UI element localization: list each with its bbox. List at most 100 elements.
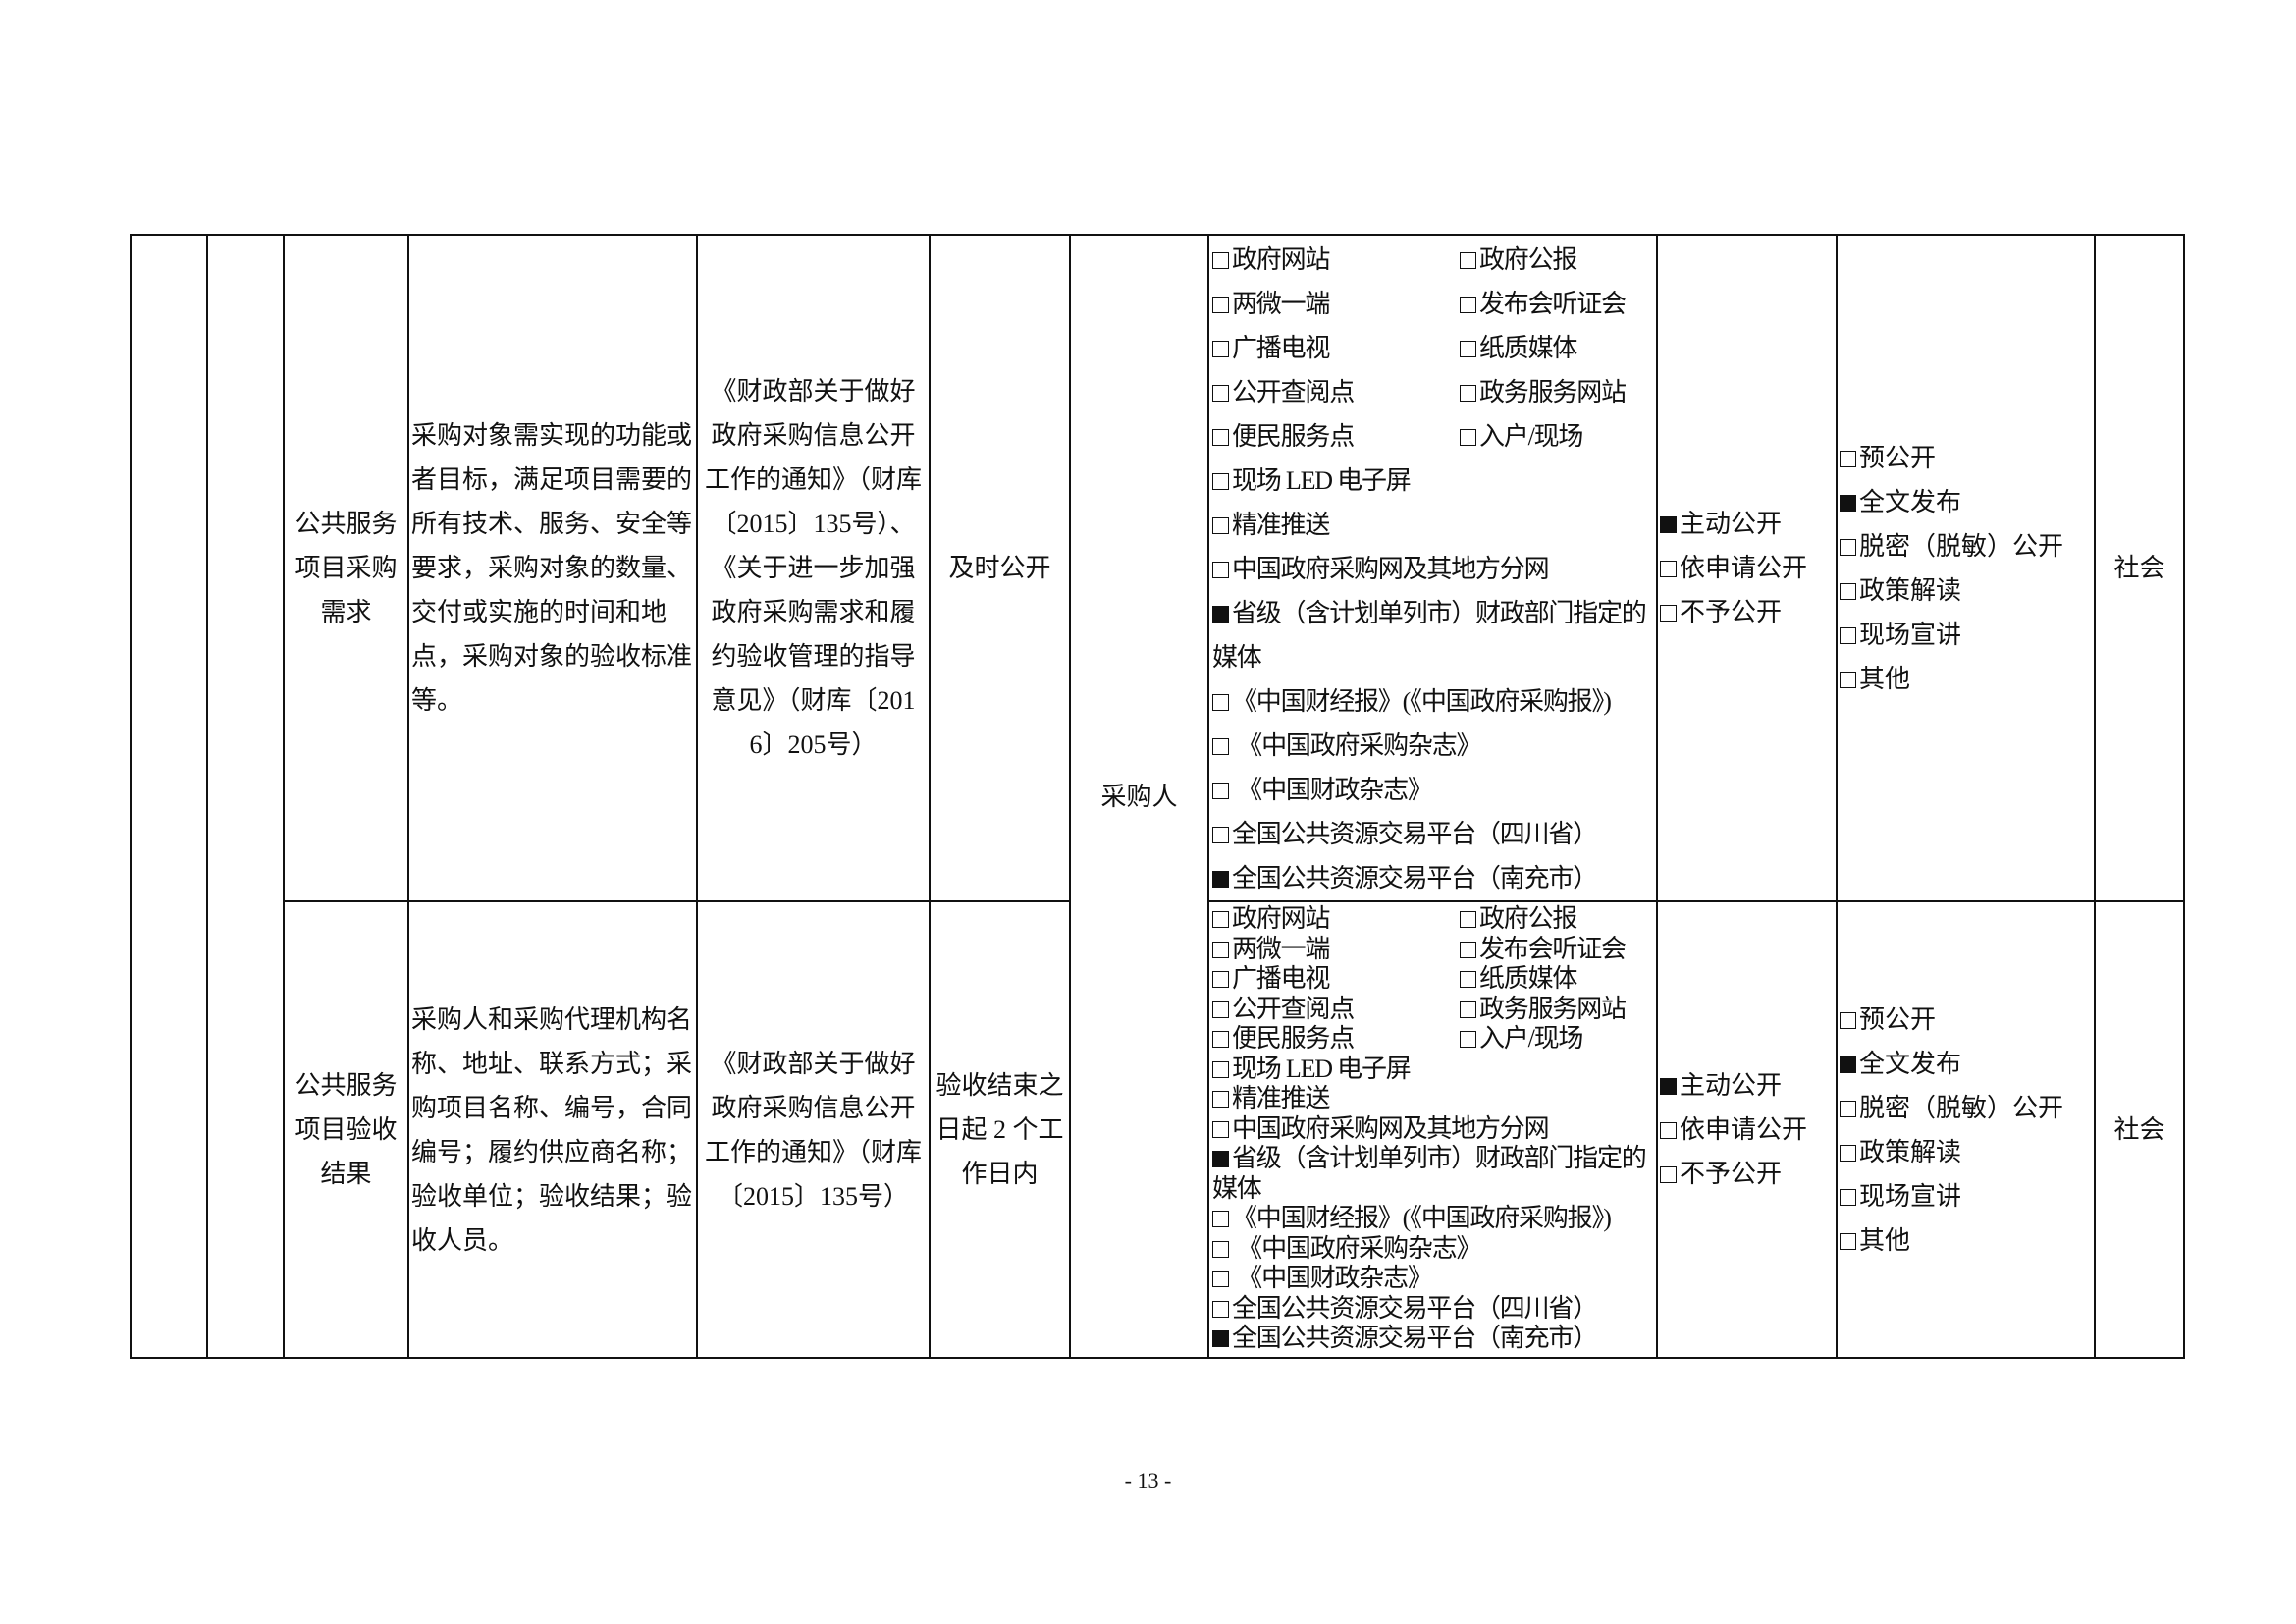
unchecked-box-icon xyxy=(1460,385,1476,402)
option-label: 预公开 xyxy=(1859,443,1937,472)
option-label: 《中国财政杂志》 xyxy=(1232,1264,1433,1292)
basis-cell: 《财政部关于做好政府采购信息公开工作的通知》（财库〔2015〕135号） xyxy=(696,900,931,1359)
unchecked-box-icon xyxy=(1212,473,1229,490)
checkbox-option: 依申请公开 xyxy=(1660,546,1834,590)
unchecked-box-icon xyxy=(1460,297,1476,313)
option-label: 纸质媒体 xyxy=(1479,334,1577,362)
checkbox-option: 全国公共资源交易平台（四川省） xyxy=(1212,1294,1654,1325)
checkbox-option: 省级（含计划单列市）财政部门指定的媒体 xyxy=(1212,1144,1654,1204)
media-cell: 政府网站 政府公报 两微一端 发布会听证会 广播电视 纸质媒体 公开查阅点 政务服务网站 便民服… xyxy=(1207,900,1658,1359)
option-label: 政务服务网站 xyxy=(1479,994,1627,1023)
checkbox-option: 中国政府采购网及其地方分网 xyxy=(1212,1114,1654,1145)
checkbox-option: 广播电视 xyxy=(1212,326,1460,370)
checkbox-option: 脱密（脱敏）公开 xyxy=(1840,524,2092,568)
table-row: 公共服务项目验收结果 采购人和采购代理机构名称、地址、联系方式；采购项目名称、编… xyxy=(131,900,2185,1359)
unchecked-box-icon xyxy=(1212,297,1229,313)
unchecked-box-icon xyxy=(1460,1001,1476,1018)
unchecked-box-icon xyxy=(1212,1300,1229,1318)
time-limit-cell: 验收结束之日起 2 个工作日内 xyxy=(929,900,1071,1359)
option-label: 其他 xyxy=(1859,1225,1911,1255)
unchecked-box-icon xyxy=(1212,738,1229,755)
checkbox-option: 入户/现场 xyxy=(1460,1024,1654,1055)
checkbox-option: 两微一端 xyxy=(1212,282,1460,326)
option-label: 省级（含计划单列市）财政部门指定的媒体 xyxy=(1212,599,1647,672)
unchecked-box-icon xyxy=(1212,971,1229,988)
scope-cell: 社会 xyxy=(2094,234,2185,902)
checkbox-option: 全国公共资源交易平台（南充市） xyxy=(1212,856,1654,899)
checkbox-option: 预公开 xyxy=(1840,436,2092,480)
checkbox-option: 政府网站 xyxy=(1212,238,1460,282)
checkbox-option: 现场宣讲 xyxy=(1840,1174,2092,1218)
option-label: 脱密（脱敏）公开 xyxy=(1859,531,2064,561)
checkbox-option: 省级（含计划单列市）财政部门指定的媒体 xyxy=(1212,591,1654,679)
unchecked-box-icon xyxy=(1840,1144,1856,1162)
checkbox-option: 主动公开 xyxy=(1660,502,1834,546)
checkbox-option: 两微一端 xyxy=(1212,935,1460,965)
checkbox-option: 纸质媒体 xyxy=(1460,326,1654,370)
unchecked-box-icon xyxy=(1212,517,1229,534)
unchecked-box-icon xyxy=(1460,971,1476,988)
checkbox-option: 中国政府采购网及其地方分网 xyxy=(1212,547,1654,591)
media-list: 现场 LED 电子屏 精准推送中国政府采购网及其地方分网省级（含计划单列市）财政部… xyxy=(1212,459,1654,899)
checked-box-icon xyxy=(1840,1056,1856,1073)
checkbox-option: 入户/现场 xyxy=(1460,414,1654,459)
option-label: 政府公报 xyxy=(1479,904,1577,933)
option-label: 公开查阅点 xyxy=(1232,378,1355,406)
checked-box-icon xyxy=(1660,1078,1677,1095)
option-label: 发布会听证会 xyxy=(1479,290,1627,318)
unchecked-box-icon xyxy=(1212,1271,1229,1287)
option-label: 公开查阅点 xyxy=(1232,994,1355,1023)
option-label: 入户/现场 xyxy=(1479,422,1583,451)
unchecked-box-icon xyxy=(1212,941,1229,958)
option-label: 《中国财政杂志》 xyxy=(1232,776,1433,804)
unchecked-box-icon xyxy=(1660,605,1677,622)
mode-cell: 主动公开 依申请公开 不予公开 xyxy=(1656,234,1838,902)
page-number: - 13 - xyxy=(1124,1468,1172,1492)
option-label: 政策解读 xyxy=(1859,575,1962,605)
checkbox-option: 其他 xyxy=(1840,657,2092,701)
form-cell: 预公开 全文发布 脱密（脱敏）公开 政策解读 现场宣讲 其他 xyxy=(1836,900,2096,1359)
checked-box-icon xyxy=(1660,516,1677,533)
unchecked-box-icon xyxy=(1212,252,1229,269)
option-label: 现场 LED 电子屏 xyxy=(1232,1054,1412,1083)
option-label: 全国公共资源交易平台（四川省） xyxy=(1232,1293,1598,1323)
option-label: 精准推送 xyxy=(1232,511,1330,539)
checkbox-option: 《中国政府采购杂志》 xyxy=(1212,724,1654,768)
content-cell: 采购对象需实现的功能或者目标，满足项目需要的所有技术、服务、安全等要求，采购对象… xyxy=(407,234,698,902)
checkbox-option: 《中国政府采购杂志》 xyxy=(1212,1234,1654,1265)
option-label: 政策解读 xyxy=(1859,1137,1962,1166)
unchecked-box-icon xyxy=(1840,1100,1856,1117)
unchecked-box-icon xyxy=(1460,941,1476,958)
option-label: 政府公报 xyxy=(1479,245,1577,274)
unchecked-box-icon xyxy=(1840,450,1856,467)
option-label: 广播电视 xyxy=(1232,964,1330,993)
form-cell: 预公开 全文发布 脱密（脱敏）公开 政策解读 现场宣讲 其他 xyxy=(1836,234,2096,902)
checkbox-option: 《中国财政杂志》 xyxy=(1212,768,1654,812)
unchecked-box-icon xyxy=(1840,671,1856,688)
option-label: 现场 LED 电子屏 xyxy=(1232,466,1412,495)
unchecked-box-icon xyxy=(1212,385,1229,402)
checkbox-option: 便民服务点 xyxy=(1212,414,1460,459)
option-label: 依申请公开 xyxy=(1680,1115,1808,1144)
option-label: 《中国财经报》(《中国政府采购报》) xyxy=(1232,687,1612,716)
option-label: 脱密（脱敏）公开 xyxy=(1859,1093,2064,1122)
unchecked-box-icon xyxy=(1460,252,1476,269)
media-cell: 政府网站 政府公报 两微一端 发布会听证会 广播电视 纸质媒体 公开查阅点 政务服务网站 便民服… xyxy=(1207,234,1658,902)
option-label: 广播电视 xyxy=(1232,334,1330,362)
option-label: 《中国政府采购杂志》 xyxy=(1232,731,1481,760)
option-label: 现场宣讲 xyxy=(1859,1181,1962,1211)
checkbox-option: 政府网站 xyxy=(1212,904,1460,935)
unchecked-box-icon xyxy=(1660,561,1677,577)
unchecked-box-icon xyxy=(1460,341,1476,357)
checked-box-icon xyxy=(1840,494,1856,512)
unchecked-box-icon xyxy=(1212,1001,1229,1018)
checkbox-option: 政府公报 xyxy=(1460,904,1654,935)
option-label: 便民服务点 xyxy=(1232,422,1355,451)
option-label: 现场宣讲 xyxy=(1859,620,1962,649)
checkbox-option: 现场 LED 电子屏 xyxy=(1212,1055,1654,1085)
option-label: 全国公共资源交易平台（四川省） xyxy=(1232,820,1598,848)
option-label: 入户/现场 xyxy=(1479,1024,1583,1053)
unchecked-box-icon xyxy=(1660,1122,1677,1139)
unchecked-box-icon xyxy=(1212,1120,1229,1138)
checkbox-option: 全国公共资源交易平台（南充市） xyxy=(1212,1324,1654,1354)
